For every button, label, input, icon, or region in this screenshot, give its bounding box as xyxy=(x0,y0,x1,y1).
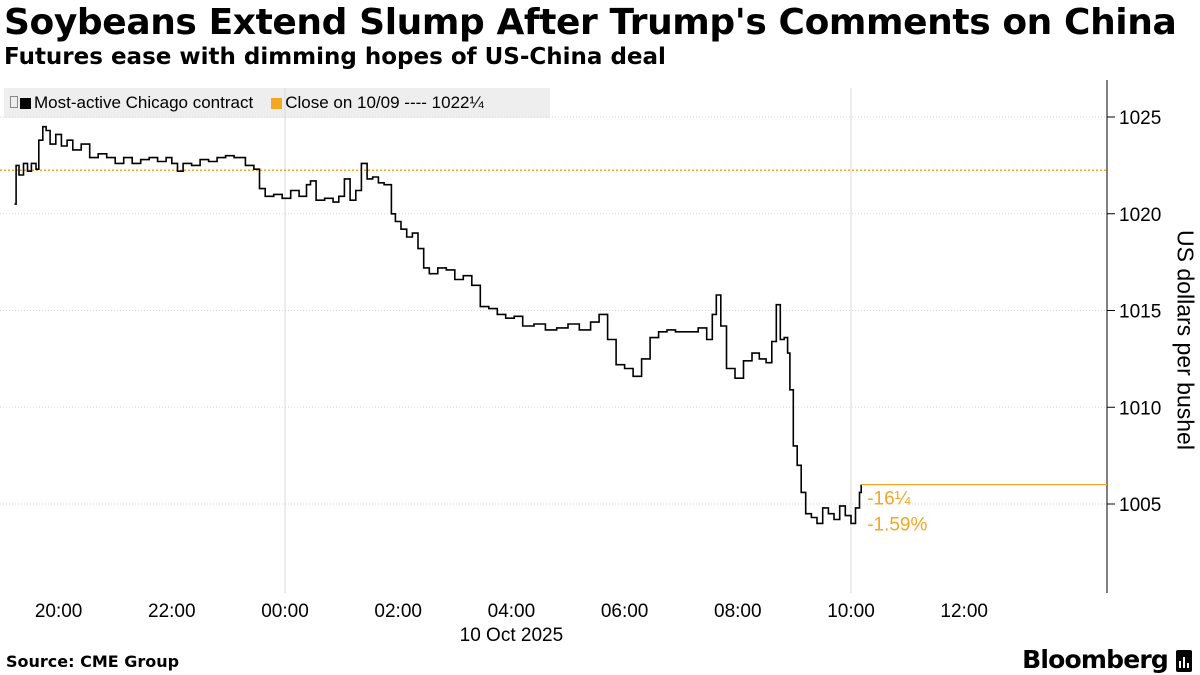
legend-swatch-close xyxy=(271,97,283,109)
legend-label-series: Most-active Chicago contract xyxy=(34,93,254,112)
legend-item-series[interactable]: Most-active Chicago contract xyxy=(10,93,253,113)
y-tick-label: 1015 xyxy=(1119,302,1161,323)
x-tick-label: 10:00 xyxy=(827,601,875,622)
y-tick-label: 1005 xyxy=(1119,495,1161,516)
series-group xyxy=(14,125,862,525)
annotations: -16¼ -1.59% xyxy=(861,484,1107,536)
legend: Most-active Chicago contract Close on 10… xyxy=(4,88,550,118)
chart-subtitle: Futures ease with dimming hopes of US-Ch… xyxy=(4,44,666,70)
x-tick-label: 22:00 xyxy=(148,601,196,622)
legend-swatch-series xyxy=(20,97,31,109)
legend-label-close: Close on 10/09 ---- 1022¼ xyxy=(285,93,484,112)
y-axis-label: US dollars per bushel xyxy=(1172,230,1199,450)
x-tick-label: 00:00 xyxy=(261,601,309,622)
bloomberg-terminal-icon xyxy=(1176,650,1192,672)
y-axis: 1005 1010 1015 1020 1025 xyxy=(1106,80,1161,593)
x-axis: 20:00 22:00 00:00 02:00 04:00 06:00 08:00 10:00… xyxy=(35,601,988,646)
y-tick-label: 1025 xyxy=(1119,108,1161,129)
x-tick-label: 08:00 xyxy=(714,601,762,622)
x-tick-label: 20:00 xyxy=(35,601,83,622)
change-pct-label: -1.59% xyxy=(867,515,927,536)
legend-item-close[interactable]: Close on 10/09 ---- 1022¼ xyxy=(271,93,484,113)
x-tick-label: 04:00 xyxy=(488,601,536,622)
y-tick-label: 1020 xyxy=(1119,205,1161,226)
x-tick-label: 12:00 xyxy=(940,601,988,622)
bloomberg-logo: Bloomberg xyxy=(1022,645,1169,674)
x-date-label: 10 Oct 2025 xyxy=(460,625,564,646)
legend-toggle-icon[interactable] xyxy=(10,96,18,108)
y-tick-label: 1010 xyxy=(1119,398,1161,419)
x-tick-label: 06:00 xyxy=(601,601,649,622)
source-note: Source: CME Group xyxy=(6,652,180,671)
grid-lines xyxy=(0,88,1107,593)
series-line xyxy=(14,125,862,525)
chart-title: Soybeans Extend Slump After Trump's Comm… xyxy=(4,2,1177,43)
change-label: -16¼ xyxy=(867,489,911,510)
x-tick-label: 02:00 xyxy=(374,601,422,622)
